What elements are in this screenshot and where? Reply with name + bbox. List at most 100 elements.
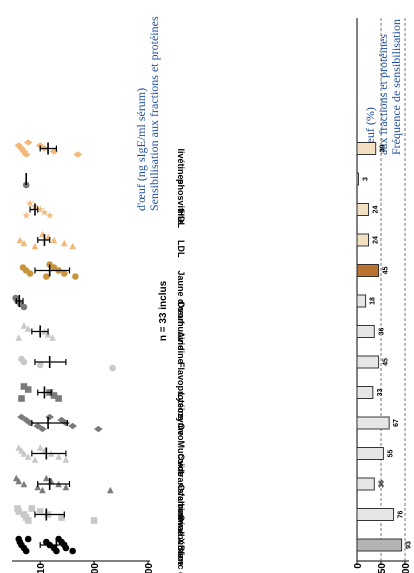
bar-value-label: 93 (406, 541, 413, 549)
data-point (49, 334, 56, 341)
bar-6 (356, 355, 380, 369)
category-label: Lysozyme (176, 393, 186, 436)
data-point (20, 383, 28, 390)
bar-8 (356, 294, 367, 308)
scatter-chart: Sensibilisation aux fractions et protéin… (12, 16, 161, 573)
data-point (15, 535, 23, 543)
bar-value-label: 39 (380, 145, 387, 153)
data-point (24, 325, 32, 332)
bar-chart-title: Fréquence de sensibilisationaux fraction… (363, 19, 403, 155)
bar-12 (356, 172, 359, 186)
scatter-chart-title: Sensibilisation aux fractions et protéin… (134, 16, 161, 211)
data-point (45, 413, 54, 421)
data-point (18, 395, 25, 402)
data-point (50, 236, 58, 244)
data-point (90, 517, 98, 524)
category-label: Ovomucine (176, 301, 186, 350)
data-point (16, 236, 24, 244)
data-point (69, 547, 76, 555)
scatter-chart-title-line: d'œuf (ng sIgE/ml sérum) (134, 88, 148, 211)
data-point (15, 334, 23, 341)
data-point (19, 264, 27, 271)
data-point (31, 456, 39, 463)
data-point (20, 322, 28, 329)
data-point (24, 535, 32, 543)
category-label: HDL (176, 210, 186, 229)
bar-2 (356, 477, 375, 491)
category-label: OvoMucoïde (176, 423, 186, 477)
bar-value-label: 24 (373, 236, 380, 244)
data-point (45, 211, 54, 219)
data-point (36, 361, 44, 369)
bar-value-label: 33 (377, 389, 384, 397)
bar-value-label: 45 (383, 267, 390, 275)
bar-y-tick-label: 50 (377, 563, 388, 573)
category-label: Ovalbumine X (176, 484, 186, 544)
data-point (22, 211, 31, 219)
data-point (17, 145, 26, 152)
data-point (62, 456, 70, 463)
data-point (58, 514, 65, 521)
data-point (31, 242, 39, 250)
bar-chart-title-line: Fréquence de sensibilisation (389, 19, 403, 155)
data-point (36, 205, 45, 213)
data-point (60, 239, 68, 247)
bar-y-tick-label: 100 (401, 563, 412, 573)
data-point (33, 422, 43, 430)
data-point (12, 474, 20, 482)
data-point (28, 505, 36, 512)
data-point (43, 273, 50, 280)
data-point (24, 453, 32, 460)
data-point (20, 511, 28, 518)
data-point (69, 242, 76, 250)
bar-0 (356, 538, 403, 552)
data-point (40, 208, 49, 216)
bar-value-label: 18 (370, 297, 377, 305)
bar-value-label: 24 (373, 206, 380, 214)
bar-chart-title-line: aux fractions et protéines (376, 34, 390, 155)
data-point (36, 444, 44, 451)
bar-10 (356, 233, 369, 247)
data-point (26, 199, 35, 207)
data-point (68, 422, 77, 430)
data-point (109, 364, 116, 372)
category-label: Avidine (176, 332, 186, 364)
data-point (12, 294, 19, 302)
data-point (43, 474, 50, 482)
data-point (36, 508, 44, 515)
category-label: Flavoprotéine (176, 362, 186, 421)
data-point (15, 444, 23, 451)
bar-y-tick-label: 0 (353, 563, 364, 569)
category-label: Blanc d'œuf (176, 545, 186, 573)
bar-7 (356, 325, 375, 338)
bar-value-label: 36 (378, 480, 385, 488)
bar-value-label: 67 (393, 419, 400, 427)
data-point (38, 425, 47, 433)
data-point (73, 151, 83, 158)
sample-size-label: n = 33 inclus (158, 280, 169, 341)
bar-value-label: 55 (387, 450, 394, 458)
scatter-y-tick-label: 100 (90, 563, 101, 573)
data-point (20, 239, 28, 247)
data-point (43, 538, 50, 546)
data-point (60, 270, 68, 277)
scatter-y-tick-label: 10 (36, 563, 47, 573)
category-label: LDL (176, 240, 186, 258)
scatter-y-tick-label: 1000 (144, 563, 155, 573)
bar-chart: Fréquence de sensibilisationaux fraction… (158, 18, 413, 573)
bar-1 (356, 508, 394, 521)
category-label: livétines (176, 149, 186, 185)
bar-value-label: 36 (378, 328, 385, 336)
data-point (72, 273, 79, 280)
category-label: phosvitine (176, 179, 186, 224)
bar-3 (356, 447, 384, 460)
bar-4 (356, 416, 390, 430)
data-point (14, 505, 21, 512)
data-point (14, 142, 24, 149)
bar-value-label: 3 (362, 177, 369, 181)
data-point (20, 480, 28, 488)
data-point (39, 486, 46, 494)
scatter-chart-title-line: Sensibilisation aux fractions et protéin… (147, 16, 161, 211)
